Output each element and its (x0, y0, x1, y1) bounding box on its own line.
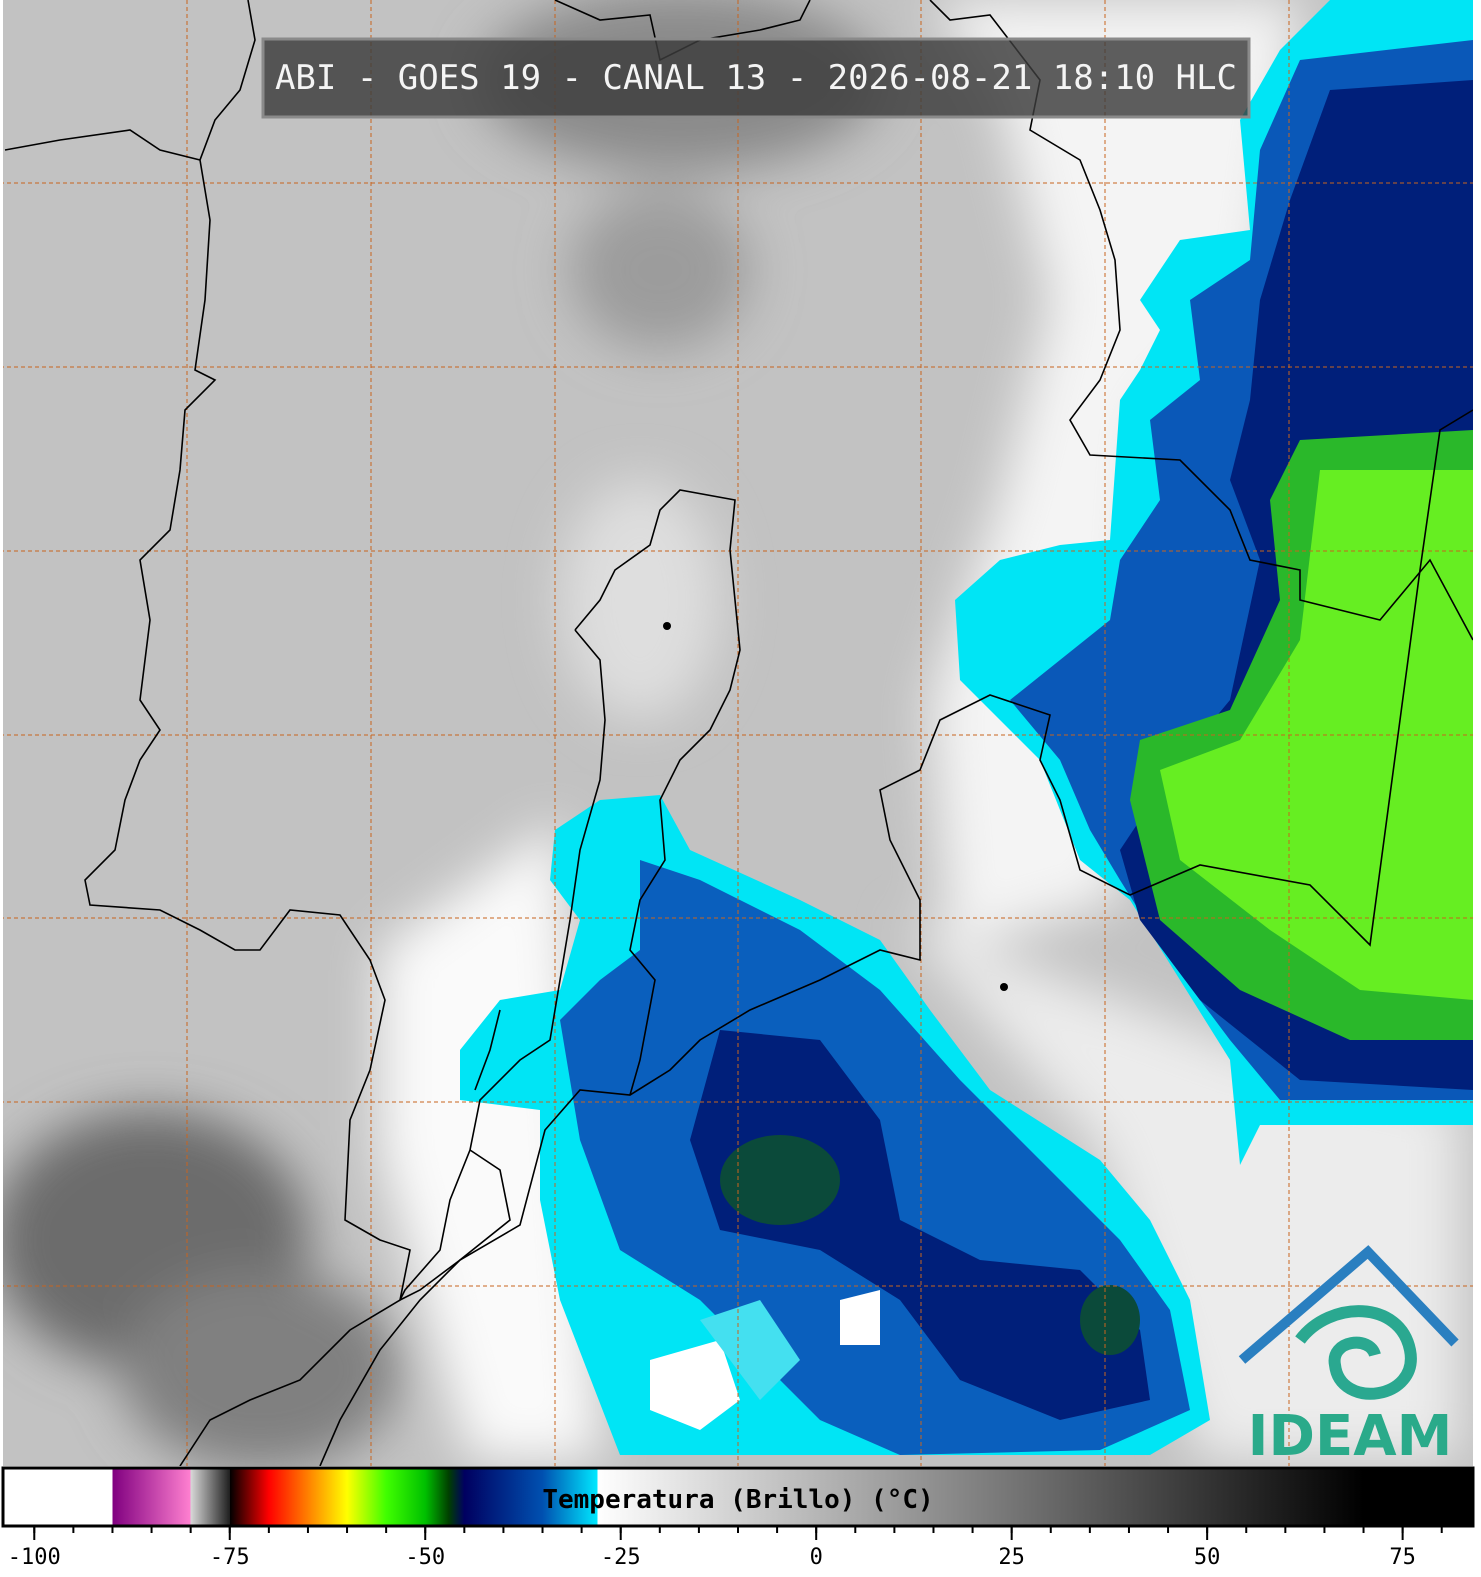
city-marker (1000, 983, 1008, 991)
logo: IDEAM (1238, 1245, 1459, 1469)
logo-text: IDEAM (1248, 1404, 1453, 1469)
title: ABI - GOES 19 - CANAL 13 - 2026-08-21 18… (275, 58, 1237, 98)
colorbar-strip (1, 1466, 1475, 1528)
tick-label: -25 (601, 1545, 641, 1570)
tick-label: 25 (998, 1545, 1025, 1570)
tick-label: -50 (405, 1545, 445, 1570)
tick-label: -75 (210, 1545, 250, 1570)
map: IDEAM (3, 0, 1473, 1469)
tick-label: 0 (810, 1545, 823, 1570)
cloud-tops (460, 0, 1473, 1455)
colorbar-label: Temperatura (Brillo) (°C) (542, 1485, 933, 1515)
colorbar: Temperatura (Brillo) (°C) -100 -75 -50 -25 0 2… (1, 1466, 1475, 1570)
tick-label: -100 (8, 1545, 61, 1570)
tick-label: 50 (1194, 1545, 1221, 1570)
city-marker (663, 622, 671, 630)
title-box (261, 37, 1251, 119)
tick-label: 75 (1389, 1545, 1416, 1570)
